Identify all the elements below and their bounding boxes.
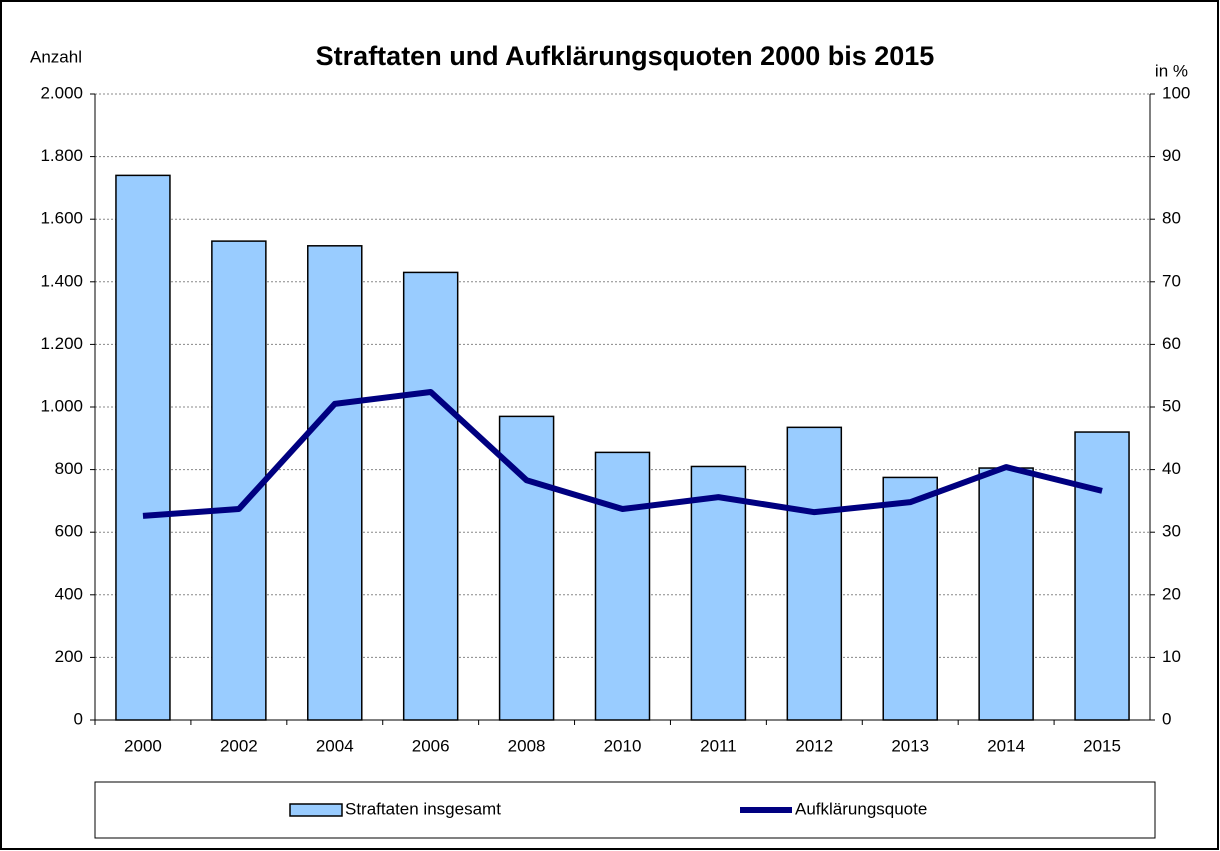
x-tick-label: 2006 [412,736,450,755]
y2-tick-label: 70 [1162,271,1181,290]
bar [690,465,747,721]
bar [211,240,267,721]
bar [594,451,651,721]
x-tick-label: 2015 [1083,736,1121,755]
x-tick-label: 2002 [220,736,258,755]
line [142,388,1103,519]
x-tick-label: 2013 [891,736,929,755]
y2-tick-label: 90 [1162,146,1181,165]
y-tick-label: 600 [55,522,83,541]
y-tick-label: 1.000 [40,396,83,415]
y2-tick-label: 20 [1162,584,1181,603]
y-tick-label: 1.200 [40,334,83,353]
y2-tick-label: 80 [1162,209,1181,228]
y2-tick-label: 30 [1162,522,1181,541]
chart-title: Straftaten und Aufklärungsquoten 2000 bi… [316,41,935,71]
y2-axis-label: in % [1155,61,1188,80]
bar [307,245,363,721]
y-tick-label: 1.400 [40,271,83,290]
x-tick-label: 2014 [987,736,1025,755]
x-tick-label: 2000 [124,736,162,755]
legend-swatch [289,803,343,817]
y-tick-label: 0 [74,709,83,728]
y-tick-label: 800 [55,459,83,478]
bar [1074,431,1130,721]
y-axis-label: Anzahl [30,47,82,66]
x-tick-label: 2011 [700,736,737,755]
y-tick-label: 400 [55,584,83,603]
y-tick-label: 200 [55,647,83,666]
bar [786,426,843,721]
bar [882,476,938,721]
legend [94,781,1156,839]
y2-tick-label: 50 [1162,396,1181,415]
x-tick-label: 2010 [604,736,642,755]
y-tick-label: 1.600 [40,209,83,228]
legend-label: Aufklärungsquote [795,799,927,818]
y-tick-label: 2.000 [40,83,83,102]
y2-tick-label: 40 [1162,459,1181,478]
x-tick-label: 2004 [316,736,354,755]
y2-tick-label: 10 [1162,647,1181,666]
y2-tick-label: 60 [1162,334,1181,353]
bar [115,174,171,721]
y2-tick-label: 0 [1162,709,1171,728]
y-tick-label: 1.800 [40,146,83,165]
legend-label: Straftaten insgesamt [345,799,501,818]
x-tick-label: 2008 [508,736,546,755]
x-tick-label: 2012 [795,736,833,755]
bar [978,467,1034,721]
bar [402,271,459,721]
y2-tick-label: 100 [1162,83,1190,102]
